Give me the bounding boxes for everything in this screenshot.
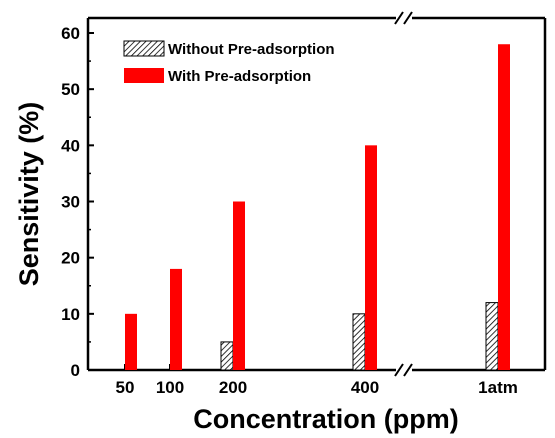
y-tick-label: 50 bbox=[61, 80, 80, 99]
bars bbox=[125, 44, 510, 371]
x-tick-label: 400 bbox=[351, 378, 379, 397]
y-tick-label: 30 bbox=[61, 193, 80, 212]
axis-break-bottom bbox=[394, 363, 413, 377]
bar-without-pre-adsorption bbox=[220, 341, 234, 371]
bar-with-pre-adsorption bbox=[498, 44, 510, 370]
bar-with-pre-adsorption bbox=[125, 313, 137, 370]
x-tick-label: 100 bbox=[156, 378, 184, 397]
bar-with-pre-adsorption bbox=[170, 268, 182, 370]
legend-label-without: Without Pre-adsorption bbox=[168, 41, 335, 58]
x-axis-title: Concentration (ppm) bbox=[193, 404, 458, 434]
y-tick-label: 0 bbox=[71, 361, 80, 380]
axis-breaks bbox=[394, 11, 413, 377]
axis-break-top bbox=[394, 11, 413, 25]
bar-with-pre-adsorption bbox=[233, 201, 245, 370]
bar-without-pre-adsorption bbox=[485, 302, 499, 371]
legend-swatch-without bbox=[123, 40, 165, 57]
y-ticks: 0 10 20 30 40 50 60 bbox=[61, 24, 94, 380]
y-tick-label: 10 bbox=[61, 305, 80, 324]
bar-without-pre-adsorption bbox=[352, 313, 366, 371]
x-tick-label: 1atm bbox=[478, 378, 518, 397]
y-tick-label: 40 bbox=[61, 136, 80, 155]
legend: Without Pre-adsorption With Pre-adsorpti… bbox=[123, 40, 335, 85]
bar-with-pre-adsorption bbox=[365, 145, 377, 370]
x-tick-label: 50 bbox=[116, 378, 135, 397]
y-tick-label: 60 bbox=[61, 24, 80, 43]
plot-frame bbox=[86, 16, 547, 372]
x-tick-label: 200 bbox=[219, 378, 247, 397]
y-axis-title: Sensitivity (%) bbox=[14, 102, 44, 287]
legend-label-with: With Pre-adsorption bbox=[168, 68, 311, 85]
y-tick-label: 20 bbox=[61, 249, 80, 268]
legend-swatch-with bbox=[124, 68, 164, 83]
